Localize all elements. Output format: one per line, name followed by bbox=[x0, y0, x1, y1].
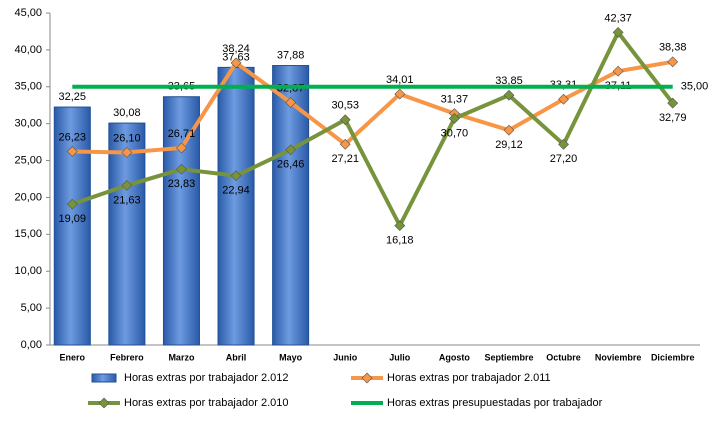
bar bbox=[108, 122, 146, 346]
marker bbox=[339, 114, 351, 126]
data-label: 16,18 bbox=[386, 235, 414, 247]
marker bbox=[176, 142, 187, 154]
data-label: 27,21 bbox=[331, 153, 359, 165]
data-label: 38,24 bbox=[222, 43, 250, 55]
data-label: 31,37 bbox=[441, 93, 469, 105]
data-label: 33,85 bbox=[495, 75, 523, 87]
legend-label: Horas extras por trabajador 2.012 bbox=[124, 372, 288, 384]
data-label: 30,70 bbox=[441, 127, 469, 139]
x-tick-label: Octubre bbox=[546, 352, 581, 362]
marker bbox=[339, 138, 351, 150]
marker bbox=[66, 146, 78, 157]
marker bbox=[394, 88, 406, 100]
marker bbox=[285, 97, 297, 108]
legend-marker bbox=[98, 397, 110, 409]
data-label: 26,46 bbox=[277, 159, 305, 171]
data-label: 22,94 bbox=[222, 185, 250, 197]
marker bbox=[230, 170, 242, 182]
marker bbox=[66, 198, 78, 210]
data-label: 26,23 bbox=[59, 131, 87, 143]
y-tick-label: 0,00 bbox=[21, 339, 42, 351]
data-label: 23,83 bbox=[168, 178, 196, 190]
legend-marker bbox=[361, 372, 373, 384]
x-tick-label: Enero bbox=[60, 352, 86, 362]
data-label: 32,79 bbox=[659, 112, 687, 124]
marker bbox=[558, 93, 569, 105]
x-tick-label: Septiembre bbox=[484, 352, 533, 362]
marker bbox=[394, 220, 406, 232]
line bbox=[71, 30, 675, 228]
x-tick-label: Mayo bbox=[279, 352, 303, 362]
y-tick-label: 35,00 bbox=[14, 81, 42, 93]
marker bbox=[667, 97, 679, 109]
y-tick-label: 45,00 bbox=[14, 7, 42, 19]
data-label: 42,37 bbox=[604, 12, 632, 24]
bar-label: 30,08 bbox=[113, 107, 141, 119]
bar-label: 37,88 bbox=[277, 49, 305, 61]
marker bbox=[448, 113, 460, 124]
bar bbox=[162, 96, 200, 346]
legend-label: Horas extras presupuestadas por trabajad… bbox=[387, 397, 603, 409]
x-tick-label: Noviembre bbox=[595, 352, 642, 362]
data-label: 30,53 bbox=[331, 100, 359, 112]
data-label: 26,71 bbox=[168, 128, 196, 140]
x-tick-label: Abril bbox=[226, 352, 247, 362]
legend-swatch bbox=[91, 373, 117, 383]
legend-label: Horas extras por trabajador 2.010 bbox=[124, 397, 288, 409]
marker bbox=[503, 89, 515, 101]
marker bbox=[121, 147, 133, 158]
marker bbox=[176, 163, 187, 175]
marker bbox=[667, 56, 679, 68]
y-tick-label: 40,00 bbox=[14, 44, 42, 56]
legend-label: Horas extras por trabajador 2.011 bbox=[387, 372, 551, 384]
x-tick-label: Diciembre bbox=[651, 352, 695, 362]
x-tick-label: Junio bbox=[333, 352, 358, 362]
bar bbox=[217, 66, 255, 346]
y-tick-label: 30,00 bbox=[14, 118, 42, 130]
y-tick-label: 5,00 bbox=[21, 302, 42, 314]
x-tick-label: Febrero bbox=[110, 352, 144, 362]
marker bbox=[230, 57, 242, 69]
y-tick-label: 15,00 bbox=[14, 228, 42, 240]
x-tick-label: Agosto bbox=[439, 352, 470, 362]
line bbox=[72, 59, 674, 155]
x-tick-label: Marzo bbox=[168, 352, 195, 362]
y-tick-label: 10,00 bbox=[14, 265, 42, 277]
marker bbox=[121, 179, 133, 191]
bar-label: 32,25 bbox=[59, 91, 87, 103]
y-tick-label: 20,00 bbox=[14, 191, 42, 203]
marker bbox=[612, 65, 624, 77]
bar-label: 37,63 bbox=[222, 51, 250, 63]
data-label: 35,00 bbox=[681, 81, 709, 93]
data-label: 27,20 bbox=[550, 153, 578, 165]
marker bbox=[558, 138, 569, 150]
x-tick-label: Julio bbox=[389, 352, 411, 362]
data-label: 34,01 bbox=[386, 74, 414, 86]
data-label: 29,12 bbox=[495, 139, 523, 151]
marker bbox=[503, 124, 515, 136]
marker bbox=[612, 26, 624, 38]
y-tick-label: 25,00 bbox=[14, 154, 42, 166]
data-label: 19,09 bbox=[59, 213, 87, 225]
data-label: 21,63 bbox=[113, 194, 141, 206]
data-label: 38,38 bbox=[659, 42, 687, 54]
marker bbox=[285, 144, 297, 156]
data-label: 26,10 bbox=[113, 132, 141, 144]
